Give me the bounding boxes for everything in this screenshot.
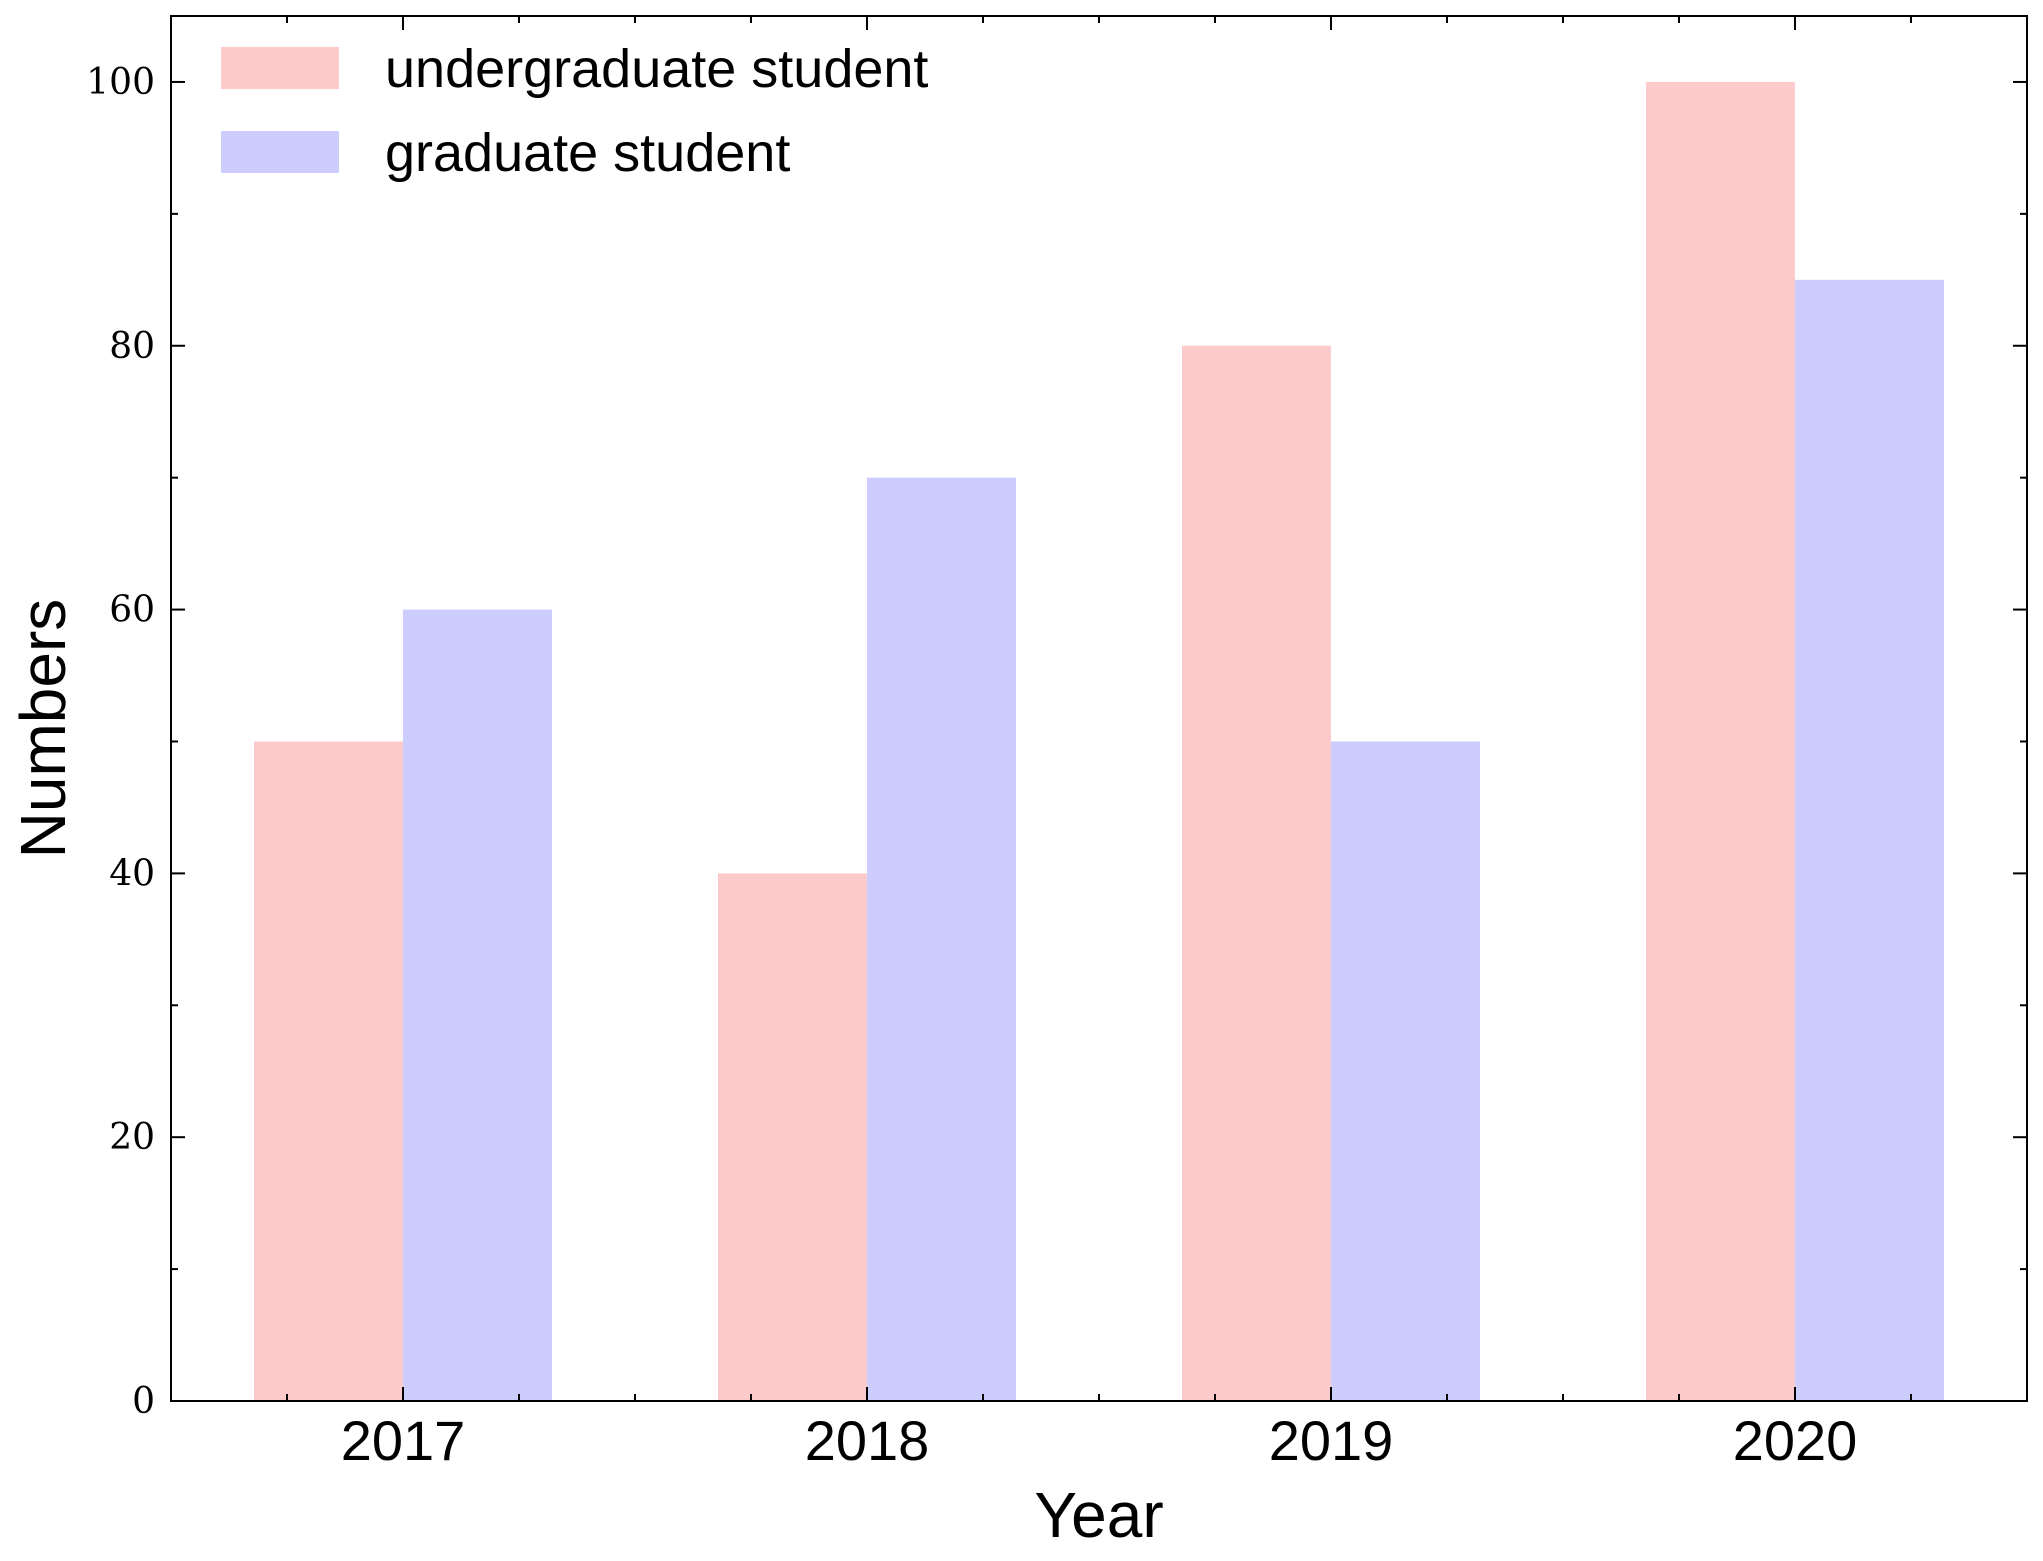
bar-graduate-student-2019 bbox=[1331, 741, 1480, 1401]
x-tick-labels: 2017 2018 2019 2020 bbox=[341, 1409, 1858, 1472]
x-tick-label-2019: 2019 bbox=[1269, 1409, 1394, 1472]
y-tick-label-80: 80 bbox=[109, 326, 155, 367]
bar-graduate-student-2018 bbox=[867, 477, 1016, 1402]
y-tick-label-60: 60 bbox=[109, 590, 155, 631]
x-tick-label-2018: 2018 bbox=[805, 1409, 930, 1472]
legend-label-graduate-student: graduate student bbox=[385, 123, 790, 183]
y-axis-label: Numbers bbox=[7, 599, 79, 859]
x-tick-label-2020: 2020 bbox=[1733, 1409, 1858, 1472]
y-tick-labels: 0 20 40 60 80 100 bbox=[86, 62, 155, 1422]
y-tick-label-20: 20 bbox=[109, 1117, 155, 1158]
y-tick-label-40: 40 bbox=[109, 853, 155, 894]
x-tick-label-2017: 2017 bbox=[341, 1409, 466, 1472]
bar-undergraduate-student-2017 bbox=[254, 741, 403, 1401]
bar-undergraduate-student-2020 bbox=[1646, 81, 1795, 1401]
legend-swatch-graduate-student bbox=[221, 131, 339, 173]
legend-swatch-undergraduate-student bbox=[221, 47, 339, 89]
legend: undergraduate student graduate student bbox=[221, 39, 928, 183]
bar-undergraduate-student-2018 bbox=[718, 873, 867, 1401]
y-tick-label-100: 100 bbox=[86, 62, 155, 103]
bar-graduate-student-2017 bbox=[403, 609, 552, 1401]
legend-label-undergraduate-student: undergraduate student bbox=[385, 39, 928, 99]
plot-frame bbox=[170, 15, 2028, 1402]
x-axis-label: Year bbox=[1034, 1479, 1163, 1551]
bar-graduate-student-2020 bbox=[1795, 279, 1944, 1401]
bars-layer bbox=[254, 81, 1944, 1402]
bar-undergraduate-student-2019 bbox=[1182, 345, 1331, 1401]
axis-ticks bbox=[171, 16, 2027, 1402]
y-tick-label-0: 0 bbox=[132, 1381, 155, 1422]
